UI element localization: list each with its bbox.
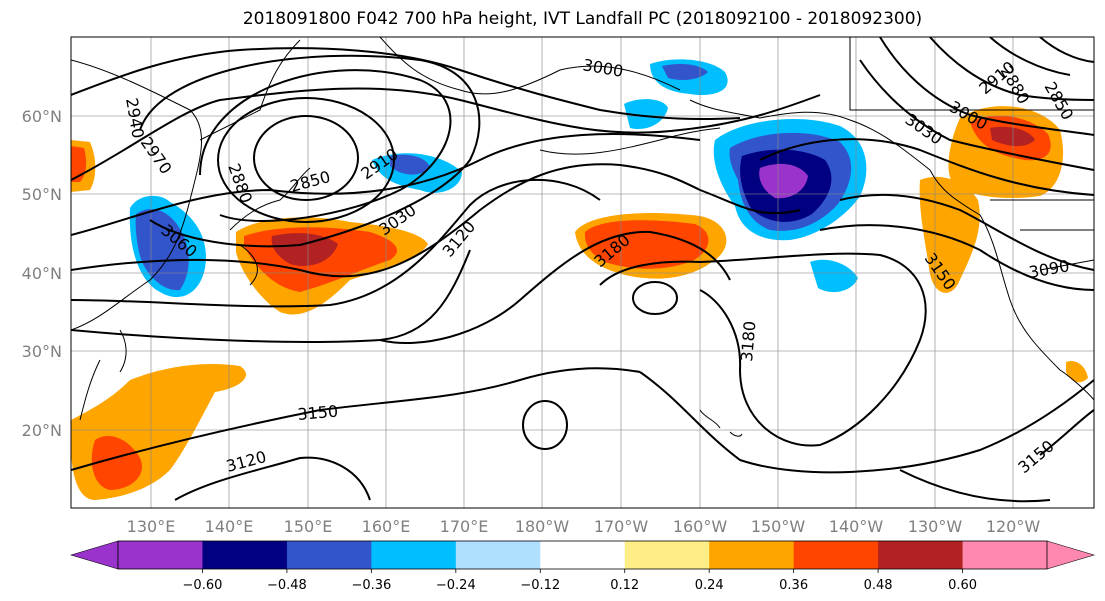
colorbar-segment [709, 541, 795, 569]
lon-label: 150°W [751, 517, 806, 536]
lat-label: 60°N [22, 107, 62, 126]
colorbar-extend-max [1046, 540, 1096, 570]
colorbar-segment [962, 541, 1048, 569]
lon-label: 140°E [205, 517, 254, 536]
lat-label: 40°N [22, 264, 62, 283]
lat-label: 50°N [22, 185, 62, 204]
height-contours [71, 37, 1094, 503]
colorbar-tick-label: −0.12 [520, 578, 560, 593]
colorbar-tick-label: 0.36 [779, 578, 808, 593]
lon-label: 140°W [829, 517, 884, 536]
colorbar-segment [455, 541, 541, 569]
map-background [71, 37, 1094, 508]
contour-label: 3180 [737, 320, 759, 362]
lat-label: 30°N [22, 342, 62, 361]
lon-label: 160°E [362, 517, 411, 536]
colorbar-extend-min [69, 540, 119, 570]
latitude-labels: 60°N 50°N 40°N 30°N 20°N [22, 107, 62, 440]
colorbar-tick-label: 0.60 [948, 578, 977, 593]
colorbar-tick-label: 0.48 [864, 578, 893, 593]
map-frame [70, 36, 1095, 509]
contour-label: 3150 [297, 402, 339, 424]
colorbar-segment [371, 541, 457, 569]
lon-label: 160°W [673, 517, 728, 536]
lon-label: 180°W [515, 517, 570, 536]
lon-label: 130°E [127, 517, 176, 536]
lon-label: 170°E [440, 517, 489, 536]
map-title: 2018091800 F042 700 hPa height, IVT Land… [242, 9, 923, 29]
colorbar-segment [624, 541, 710, 569]
longitude-labels: 130°E 140°E 150°E 160°E 170°E 180°W 170°… [127, 517, 1041, 536]
graticule [71, 37, 1094, 508]
colorbar-segment [878, 541, 964, 569]
colorbar-tick-label: 0.24 [695, 578, 724, 593]
colorbar-tick-label: 0.12 [610, 578, 639, 593]
lon-label: 150°E [284, 517, 333, 536]
colorbar-tick-label: −0.60 [183, 578, 223, 593]
lat-label: 20°N [22, 421, 62, 440]
colorbar-segment [540, 541, 626, 569]
colorbar-segment [202, 541, 288, 569]
colorbar-tick-label: −0.48 [267, 578, 307, 593]
lon-label: 130°W [908, 517, 963, 536]
colorbar-frame [117, 540, 1048, 570]
colorbar-tick-label: −0.24 [436, 578, 476, 593]
colorbar-segment [286, 541, 372, 569]
colorbar-segment [793, 541, 879, 569]
colorbar-tick-label: −0.36 [351, 578, 391, 593]
lon-label: 170°W [594, 517, 649, 536]
colorbar-segment [118, 541, 203, 569]
colorbar: −0.60 −0.48 −0.36 −0.24 −0.12 0.12 0.24 0.36 0.4… [69, 540, 1096, 593]
lon-label: 120°W [986, 517, 1041, 536]
